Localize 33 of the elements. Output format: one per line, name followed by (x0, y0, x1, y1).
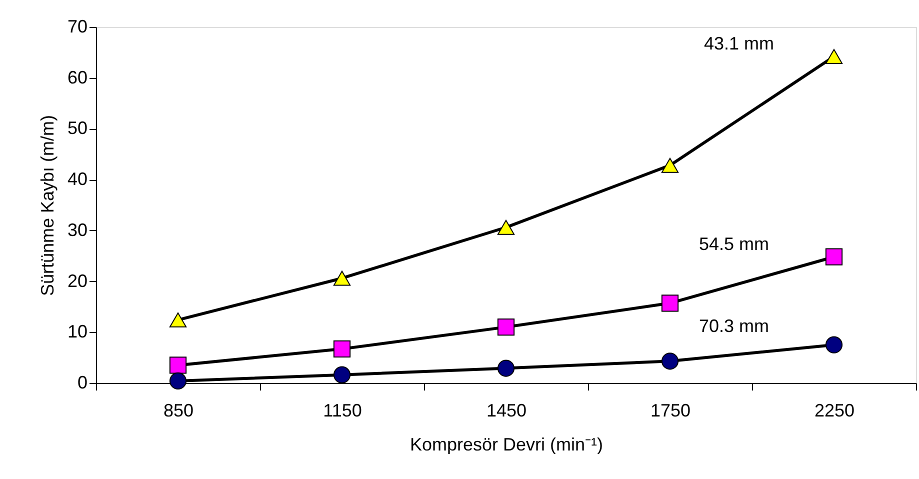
x-axis-title: Kompresör Devri (min⁻¹) (410, 434, 604, 454)
series-label: 70.3 mm (698, 316, 770, 336)
point (661, 352, 679, 370)
point (169, 372, 187, 390)
y-tick-label: 40 (67, 169, 88, 190)
y-tick-label: 70 (67, 16, 88, 36)
x-tick-label: 1150 (323, 400, 362, 420)
x-tick-label: 1450 (486, 400, 527, 420)
point (169, 312, 187, 328)
x-tick-label: 1750 (650, 400, 691, 420)
point (333, 366, 351, 384)
y-tick-label: 60 (67, 67, 88, 88)
y-tick-label: 10 (67, 322, 88, 342)
y-tick-label: 30 (67, 220, 88, 240)
y-tick-label: 50 (67, 118, 88, 138)
point (825, 336, 843, 354)
y-axis-title: Sürtünme Kaybı (m/m) (37, 114, 58, 296)
x-tick-label: 850 (163, 400, 194, 420)
x-tick-label: 2250 (814, 400, 855, 420)
point (825, 248, 843, 266)
point (497, 220, 515, 235)
series-label: 43.1 mm (704, 33, 774, 54)
point (661, 294, 679, 312)
point (333, 340, 351, 358)
series-label: 54.5 mm (698, 234, 770, 254)
y-tick-label: 0 (77, 372, 88, 392)
point (497, 318, 515, 336)
point (661, 158, 679, 173)
point (169, 356, 187, 374)
y-tick-label: 20 (67, 270, 88, 291)
point (497, 360, 515, 377)
point (333, 270, 351, 286)
point (825, 49, 843, 64)
